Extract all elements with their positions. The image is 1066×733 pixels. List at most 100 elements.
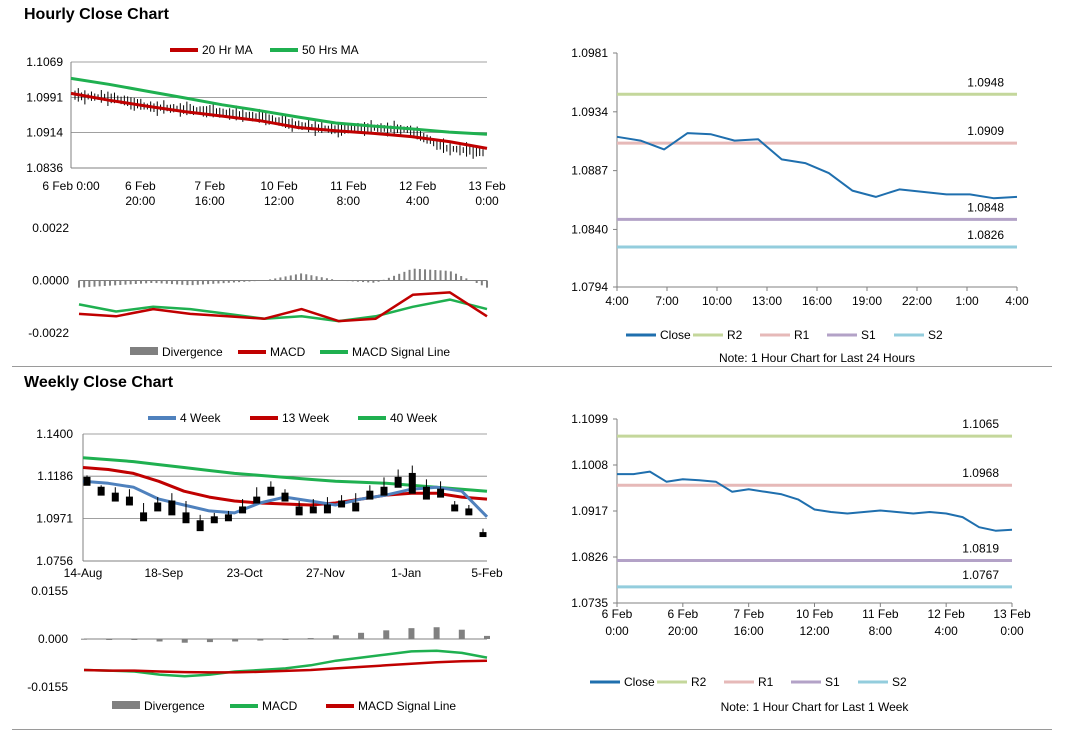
weekly-price-xtick: 5-Feb: [471, 566, 503, 580]
hourly-pivot-xtick: 19:00: [852, 294, 882, 308]
weekly-40-week-line: [82, 456, 488, 493]
weekly-divergence-bar: [358, 632, 365, 639]
weekly-candle-body: [281, 492, 289, 502]
hourly-pivot-xtick: 7:00: [655, 294, 679, 308]
hourly-price-xtick: 12 Feb: [399, 179, 437, 193]
weekly-candle-body: [140, 512, 148, 522]
weekly-candle-body: [451, 504, 459, 512]
weekly-pivot-xtick: 6 Feb: [667, 607, 698, 621]
weekly-divergence-bar: [433, 627, 440, 639]
weekly-divergence-bar: [206, 639, 213, 643]
weekly-candle-body: [437, 488, 445, 498]
weekly-pivot-ytick: 1.1008: [571, 458, 608, 472]
weekly-price-xtick: 27-Nov: [306, 566, 345, 580]
hourly-pivot-xtick: 13:00: [752, 294, 782, 308]
weekly-pivot-xtick: 10 Feb: [796, 607, 834, 621]
weekly-divergence-bar: [307, 638, 314, 640]
weekly-pivot-level-label-s1: 1.0819: [962, 542, 999, 556]
weekly-pivot-xtick: 6 Feb: [602, 607, 633, 621]
weekly-divergence-bar: [232, 639, 239, 642]
hourly-pivot-close-line: [616, 132, 1018, 200]
bottom-divider: [12, 729, 1052, 730]
hourly-price-xtick: 4:00: [406, 194, 430, 208]
legend-20hr-ma-label: 20 Hr MA: [202, 43, 253, 57]
weekly-price-ytick: 1.1400: [36, 427, 73, 441]
hourly-pivot-xtick: 4:00: [1005, 294, 1029, 308]
weekly-pivot-xtick: 8:00: [869, 624, 893, 638]
weekly-candle-body: [97, 486, 105, 496]
hourly-price-xtick: 6 Feb 0:00: [42, 179, 100, 193]
weekly-pivot-legend-s1-label: S1: [825, 675, 840, 689]
legend-hourly-signal-label: MACD Signal Line: [352, 345, 450, 359]
weekly-pivot-legend-s2-label: S2: [892, 675, 907, 689]
hourly-macd-ytick: 0.0022: [32, 221, 69, 235]
hourly-pivot-xtick: 22:00: [902, 294, 932, 308]
weekly-pivot-ytick: 1.0735: [571, 596, 608, 610]
weekly-candle-body: [366, 490, 374, 500]
weekly-pivot-xtick: 7 Feb: [733, 607, 764, 621]
weekly-candle-body: [408, 472, 416, 494]
hourly-price-xtick: 20:00: [125, 194, 155, 208]
hourly-macd-ytick: 0.0000: [32, 274, 69, 288]
hourly-pivot-xtick: 16:00: [802, 294, 832, 308]
weekly-candle-body: [479, 532, 487, 538]
weekly-macd-ytick: -0.0155: [27, 680, 68, 694]
weekly-macd-line: [83, 649, 488, 678]
legend-4-week-label: 4 Week: [180, 411, 221, 425]
hourly-pivot-ytick: 1.0887: [571, 164, 608, 178]
weekly-price-ytick: 1.0756: [36, 554, 73, 568]
hourly-macd-line: [78, 291, 488, 323]
weekly-candle-body: [182, 512, 190, 524]
weekly-price-xtick: 23-Oct: [227, 566, 264, 580]
weekly-candle-body: [465, 508, 473, 516]
weekly-divergence-bar: [282, 639, 289, 640]
weekly-candle-body: [323, 504, 331, 514]
weekly-candle-body: [111, 492, 119, 502]
hourly-pivot-xtick: 10:00: [702, 294, 732, 308]
hourly-pivot-level-label-r1: 1.0909: [967, 124, 1004, 138]
weekly-divergence-bar: [156, 639, 163, 642]
hourly-50hr-ma-line: [70, 76, 488, 136]
weekly-divergence-bar: [383, 630, 390, 639]
hourly-price-xtick: 6 Feb: [125, 179, 156, 193]
weekly-candle-body: [267, 486, 275, 496]
weekly-macd-signal-line: [83, 659, 488, 674]
weekly-candle-body: [154, 502, 162, 512]
weekly-candle-body: [338, 500, 346, 508]
hourly-pivot-note: Note: 1 Hour Chart for Last 24 Hours: [719, 351, 915, 365]
weekly-pivot-legend-r1-label: R1: [758, 675, 774, 689]
weekly-pivot-xtick: 4:00: [934, 624, 958, 638]
weekly-price-xtick: 1-Jan: [391, 566, 421, 580]
weekly-divergence-bar: [81, 638, 87, 640]
weekly-pivot-level-label-r2: 1.1065: [962, 417, 999, 431]
weekly-candle-body: [210, 516, 218, 524]
weekly-pivot-xtick: 20:00: [668, 624, 698, 638]
legend-hourly-divergence-swatch: [130, 347, 158, 355]
hourly-price-xtick: 11 Feb: [330, 179, 367, 193]
hourly-20hr-ma-line: [70, 91, 488, 150]
hourly-price-xtick: 13 Feb: [468, 179, 506, 193]
weekly-pivot-xtick: 12:00: [799, 624, 829, 638]
weekly-pivot-xtick: 12 Feb: [927, 607, 965, 621]
weekly-pivot-note: Note: 1 Hour Chart for Last 1 Week: [721, 700, 910, 714]
hourly-pivot-legend-s1-label: S1: [861, 328, 876, 342]
weekly-price-ytick: 1.1186: [37, 469, 73, 483]
weekly-candle-body: [380, 486, 388, 496]
weekly-candle-body: [309, 506, 317, 514]
hourly-pivot-ytick: 1.0981: [571, 46, 608, 60]
weekly-macd-ytick: 0.0155: [31, 584, 68, 598]
hourly-pivot-xtick: 4:00: [605, 294, 629, 308]
hourly-price-xtick: 12:00: [264, 194, 294, 208]
weekly-divergence-bar: [458, 629, 465, 639]
legend-50hr-ma-label: 50 Hrs MA: [302, 43, 359, 57]
hourly-pivot-legend-r1-label: R1: [794, 328, 810, 342]
weekly-divergence-bar: [408, 628, 415, 639]
hourly-price-ytick: 1.0991: [26, 90, 63, 104]
weekly-candle-body: [253, 496, 261, 504]
hourly-price-xtick: 16:00: [195, 194, 225, 208]
hourly-macd-signal-line: [78, 298, 488, 323]
hourly-pivot-xtick: 1:00: [955, 294, 979, 308]
weekly-macd-ytick: 0.000: [38, 632, 68, 646]
weekly-price-xtick: 18-Sep: [144, 566, 183, 580]
